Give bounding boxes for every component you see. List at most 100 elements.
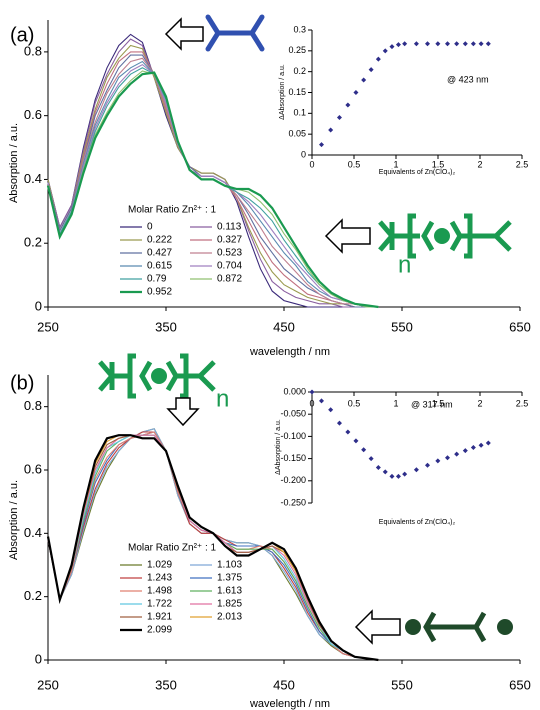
data-point bbox=[328, 407, 334, 413]
spectrum-line bbox=[47, 44, 379, 308]
structure-monomer bbox=[205, 14, 265, 52]
y-tick-label: 0.8 bbox=[24, 398, 42, 413]
data-point bbox=[336, 115, 342, 120]
y-tick-label: 0.4 bbox=[24, 171, 42, 186]
legend-label: 0 bbox=[147, 222, 153, 233]
legend-label: 1.029 bbox=[147, 560, 172, 571]
legend-label: 1.498 bbox=[147, 586, 172, 597]
legend-label: 1.921 bbox=[147, 612, 172, 623]
arrow bbox=[354, 609, 401, 645]
data-point bbox=[361, 447, 367, 453]
data-point bbox=[389, 44, 395, 50]
legend-label: 1.825 bbox=[217, 599, 242, 610]
legend-label: 0.427 bbox=[147, 248, 172, 259]
x-tick-label: 450 bbox=[273, 319, 295, 334]
spectrum-line bbox=[47, 33, 379, 308]
x-tick-label: 350 bbox=[155, 677, 177, 692]
data-point bbox=[470, 41, 476, 47]
legend-label: 1.243 bbox=[147, 573, 172, 584]
x-tick-label: 650 bbox=[509, 319, 531, 334]
legend-label: 0.79 bbox=[147, 274, 167, 285]
data-point bbox=[328, 127, 334, 133]
y-tick-label: -0.250 bbox=[280, 497, 306, 507]
data-point bbox=[478, 442, 484, 448]
x-axis-label: Equivalents of Zn(ClO₄)₂ bbox=[379, 519, 456, 526]
data-point bbox=[353, 90, 359, 95]
x-tick-label: 0.5 bbox=[348, 159, 361, 169]
arrow bbox=[164, 17, 204, 51]
y-tick-label: 0 bbox=[35, 651, 42, 666]
x-tick-label: 250 bbox=[37, 677, 59, 692]
chart: 250 350 450 550 650 0 0.2 0.4 0.6 0.8 wavelength /… bbox=[8, 20, 531, 358]
legend-label: 0.615 bbox=[147, 261, 172, 272]
data-point bbox=[425, 462, 430, 468]
y-tick-label: 0.25 bbox=[288, 45, 306, 55]
x-tick-label: 1 bbox=[393, 159, 398, 169]
structure-polymer bbox=[378, 213, 512, 259]
data-point bbox=[375, 464, 381, 470]
spectrum-line bbox=[47, 63, 379, 308]
y-tick-label: 0.000 bbox=[283, 386, 306, 396]
data-point bbox=[382, 48, 388, 54]
x-tick-label: 2.5 bbox=[516, 398, 529, 408]
x-tick-label: 550 bbox=[391, 319, 413, 334]
data-point bbox=[318, 398, 324, 404]
polymer-subscript: n bbox=[398, 251, 411, 278]
legend-label: 0.327 bbox=[217, 235, 242, 246]
data-point bbox=[413, 467, 419, 473]
y-axis-label: ΔAbsorption / a.u. bbox=[275, 419, 282, 475]
y-tick-label: 0.4 bbox=[24, 525, 42, 540]
y-tick-label: 0.8 bbox=[24, 43, 42, 58]
y-tick-label: 0.2 bbox=[24, 588, 42, 603]
y-tick-label: 0.1 bbox=[293, 108, 306, 118]
data-point bbox=[375, 56, 381, 62]
spectrum-line bbox=[46, 434, 379, 662]
y-tick-label: 0.05 bbox=[288, 129, 306, 139]
data-point bbox=[395, 473, 401, 479]
x-tick-label: 250 bbox=[37, 319, 59, 334]
data-point bbox=[462, 448, 468, 454]
data-point bbox=[318, 142, 324, 148]
legend-label: 2.099 bbox=[147, 625, 172, 636]
data-point bbox=[425, 41, 430, 47]
x-tick-label: 1 bbox=[393, 398, 398, 408]
arrow bbox=[324, 218, 371, 254]
zn-ion bbox=[151, 368, 167, 384]
data-point bbox=[402, 471, 408, 477]
legend-label: 0.952 bbox=[147, 287, 172, 298]
x-tick-label: 0 bbox=[309, 159, 314, 169]
polymer-subscript: n bbox=[216, 385, 229, 412]
x-axis-label: Equivalents of Zn(ClO₄)₂ bbox=[379, 169, 456, 176]
y-tick-label: 0 bbox=[35, 298, 42, 313]
data-point bbox=[462, 41, 468, 47]
y-tick-label: 0.2 bbox=[293, 66, 306, 76]
structure-complex bbox=[423, 611, 487, 643]
data-point bbox=[470, 445, 476, 450]
legend-label: 1.103 bbox=[217, 560, 242, 571]
data-point bbox=[368, 456, 374, 462]
y-tick-label: -0.100 bbox=[280, 431, 306, 441]
y-axis-label: ΔAbsorption / a.u. bbox=[279, 64, 286, 120]
y-tick-label: 0.3 bbox=[293, 24, 306, 34]
zn-ion bbox=[434, 228, 450, 244]
x-axis-label: wavelength / nm bbox=[249, 346, 330, 358]
y-tick-label: 0.15 bbox=[288, 87, 306, 97]
legend-label: 0.872 bbox=[217, 274, 242, 285]
zn-ion bbox=[497, 619, 513, 635]
x-tick-label: 0.5 bbox=[348, 398, 361, 408]
data-point bbox=[444, 455, 450, 461]
arrow bbox=[166, 397, 200, 427]
y-tick-label: -0.050 bbox=[280, 409, 306, 419]
legend-title: Molar Ratio Zn²⁺ : 1 bbox=[128, 543, 217, 554]
chart: 250 350 450 550 650 0 0.2 0.4 0.6 0.8 wavelength /… bbox=[8, 372, 531, 710]
zn-ion bbox=[405, 619, 421, 635]
data-point bbox=[435, 458, 441, 464]
y-tick-label: -0.200 bbox=[280, 475, 306, 485]
x-tick-label: 2 bbox=[477, 159, 482, 169]
data-point bbox=[336, 420, 342, 426]
legend-label: 1.375 bbox=[217, 573, 242, 584]
data-point bbox=[389, 473, 395, 479]
legend-label: 0.704 bbox=[217, 261, 242, 272]
data-point bbox=[395, 42, 401, 48]
legend-label: 0.523 bbox=[217, 248, 242, 259]
